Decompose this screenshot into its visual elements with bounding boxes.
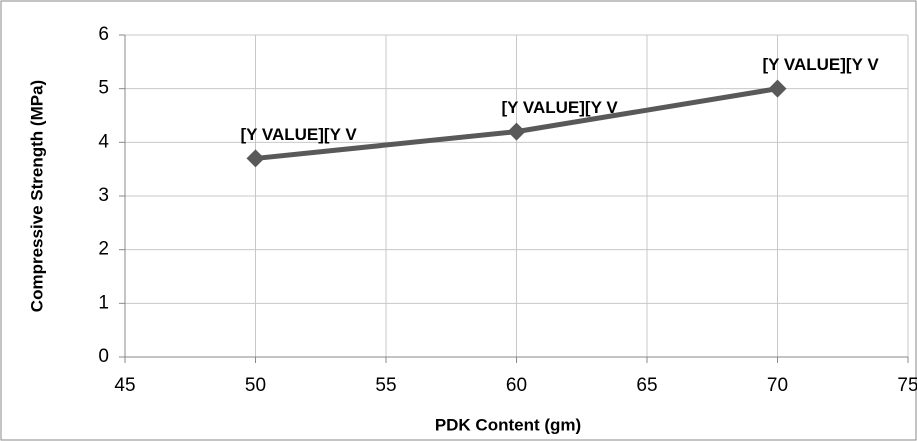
y-tick-label: 3 xyxy=(98,185,109,206)
data-label: [Y VALUE][Y V xyxy=(502,98,619,117)
y-axis-title: Compressive Strength (MPa) xyxy=(27,80,46,312)
data-point xyxy=(507,122,526,141)
x-tick-label: 50 xyxy=(245,375,266,396)
data-point xyxy=(768,79,787,98)
x-axis-title: PDK Content (gm) xyxy=(435,415,581,434)
x-tick-label: 65 xyxy=(636,375,657,396)
y-tick-label: 2 xyxy=(98,239,109,260)
x-tick-label: 70 xyxy=(767,375,788,396)
x-tick-label: 55 xyxy=(375,375,396,396)
y-tick-label: 1 xyxy=(98,292,109,313)
data-label: [Y VALUE][Y V xyxy=(763,55,880,74)
y-tick-label: 4 xyxy=(98,131,109,152)
y-tick-label: 5 xyxy=(98,78,109,99)
x-tick-label: 75 xyxy=(897,375,917,396)
data-label: [Y VALUE][Y V xyxy=(241,125,358,144)
data-point xyxy=(246,149,265,168)
x-tick-label: 60 xyxy=(506,375,527,396)
y-tick-label: 0 xyxy=(98,346,109,367)
y-tick-label: 6 xyxy=(98,24,109,45)
x-tick-label: 45 xyxy=(114,375,135,396)
